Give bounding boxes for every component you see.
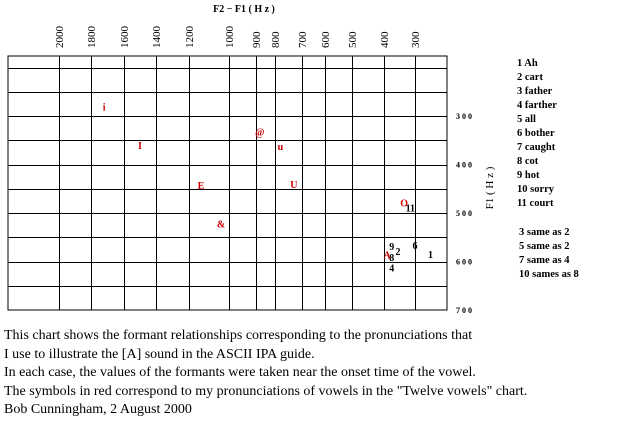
legend-entry: 3 father bbox=[517, 86, 553, 97]
x-tick-label: 600 bbox=[320, 31, 332, 48]
x-tick-label: 500 bbox=[347, 31, 359, 48]
legend-entry: 4 farther bbox=[517, 100, 557, 111]
caption-line: I use to illustrate the [A] sound in the… bbox=[4, 346, 315, 362]
caption: This chart shows the formant relationshi… bbox=[4, 327, 527, 420]
legend-note: 3 same as 2 bbox=[519, 227, 570, 238]
y-tick-label: 3 0 0 bbox=[456, 112, 472, 121]
data-points: 1 24 6 89 11 i I E & @ u U O A bbox=[103, 102, 433, 274]
data-point: 9 bbox=[389, 242, 394, 253]
data-point: i bbox=[103, 102, 106, 113]
legend-note: 10 sames as 8 bbox=[519, 269, 579, 280]
legend-notes: 3 same as 2 5 same as 2 7 same as 4 10 s… bbox=[519, 226, 579, 282]
data-point: 4 bbox=[389, 263, 394, 274]
data-point: 1 bbox=[428, 250, 433, 261]
x-tick-label: 700 bbox=[297, 31, 309, 48]
legend-entry: 9 hot bbox=[517, 170, 540, 181]
y-tick-label: 7 0 0 bbox=[456, 306, 472, 315]
data-point: U bbox=[290, 180, 297, 191]
data-point: O bbox=[400, 198, 408, 209]
x-tick-label: 800 bbox=[270, 31, 282, 48]
x-axis-title: F2 − F1 ( H z ) bbox=[213, 4, 275, 15]
x-tick-label: 900 bbox=[251, 31, 263, 48]
caption-line: The symbols in red correspond to my pron… bbox=[4, 383, 528, 399]
y-tick-label: 6 0 0 bbox=[456, 258, 472, 267]
data-point: 2 bbox=[395, 247, 400, 258]
x-tick-label: 2000 bbox=[54, 26, 66, 49]
x-tick-label: 1200 bbox=[184, 26, 196, 49]
x-tick-label: 1600 bbox=[119, 26, 131, 49]
y-tick-label: 4 0 0 bbox=[456, 161, 472, 170]
legend-entry: 10 sorry bbox=[517, 184, 555, 195]
data-point: 11 bbox=[406, 204, 415, 215]
legend-note: 5 same as 2 bbox=[519, 241, 570, 252]
plot-frame bbox=[7, 55, 448, 311]
legend-note: 7 same as 4 bbox=[519, 255, 570, 266]
data-point: 8 bbox=[389, 253, 394, 264]
legend-entry: 2 cart bbox=[517, 72, 543, 83]
y-axis-title: F1 ( H z ) bbox=[484, 166, 496, 209]
x-tick-label: 400 bbox=[379, 31, 391, 48]
data-point: 6 bbox=[413, 241, 418, 252]
x-tick-label: 300 bbox=[410, 31, 422, 48]
x-tick-labels: 2000 1800 1600 1400 1200 1000 900 800 700 600 500 4… bbox=[54, 26, 422, 49]
data-point: @ bbox=[255, 128, 264, 139]
legend-entry: 8 cot bbox=[517, 156, 539, 167]
legend-entry: 6 bother bbox=[517, 128, 555, 139]
y-tick-labels: 3 0 0 4 0 0 5 0 0 6 0 0 7 0 0 bbox=[456, 112, 472, 315]
data-point: & bbox=[217, 220, 225, 231]
chart-grid bbox=[7, 55, 448, 311]
legend: 1 Ah 2 cart 3 father 4 farther 5 all 6 b… bbox=[517, 57, 557, 211]
legend-entry: 7 caught bbox=[517, 142, 556, 153]
legend-entry: 5 all bbox=[517, 114, 536, 125]
caption-line: Bob Cunningham, 2 August 2000 bbox=[4, 402, 192, 418]
legend-entry: 11 court bbox=[517, 198, 554, 209]
x-tick-label: 1800 bbox=[86, 26, 98, 49]
y-tick-label: 5 0 0 bbox=[456, 209, 472, 218]
x-tick-label: 1000 bbox=[224, 26, 236, 49]
caption-line: This chart shows the formant relationshi… bbox=[4, 328, 473, 343]
data-point: I bbox=[138, 141, 142, 152]
legend-entry: 1 Ah bbox=[517, 58, 538, 69]
x-tick-label: 1400 bbox=[151, 26, 163, 49]
data-point: A bbox=[383, 251, 391, 262]
formant-chart: F2 − F1 ( H z ) 2000 1800 1600 1400 1200 1000… bbox=[7, 4, 496, 315]
data-point: E bbox=[198, 181, 205, 192]
data-point: u bbox=[278, 142, 284, 153]
caption-line: In each case, the values of the formants… bbox=[4, 365, 476, 381]
